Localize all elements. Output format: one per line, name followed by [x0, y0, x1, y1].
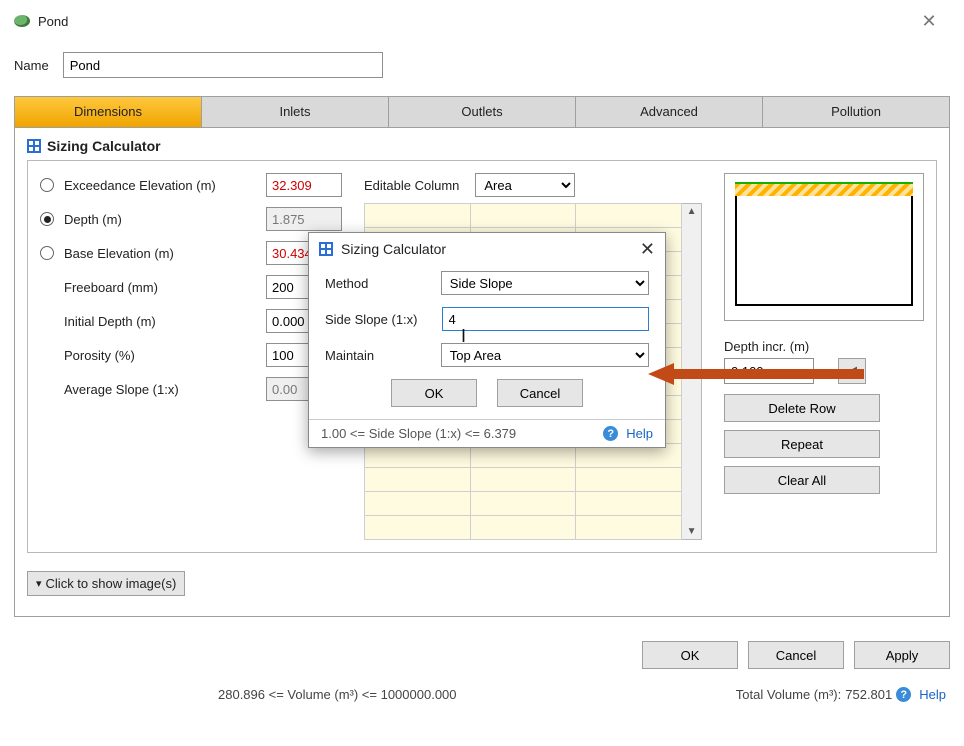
- help-icon: ?: [603, 426, 618, 441]
- porosity-label: Porosity (%): [64, 348, 266, 363]
- repeat-button[interactable]: Repeat: [724, 430, 880, 458]
- dialog-range-hint: 1.00 <= Side Slope (1:x) <= 6.379: [321, 426, 516, 441]
- app-icon: [14, 15, 30, 27]
- dialog-title: Sizing Calculator: [341, 241, 446, 257]
- window-close-button[interactable]: ✕: [908, 8, 950, 34]
- ok-button[interactable]: OK: [642, 641, 738, 669]
- show-images-button[interactable]: ▾ Click to show image(s): [27, 571, 185, 596]
- scroll-down-icon[interactable]: ▼: [687, 526, 697, 537]
- tab-outlets[interactable]: Outlets: [389, 97, 576, 127]
- clear-all-button[interactable]: Clear All: [724, 466, 880, 494]
- dialog-cancel-button[interactable]: Cancel: [497, 379, 583, 407]
- editable-column-select[interactable]: Area: [475, 173, 575, 197]
- tab-dimensions[interactable]: Dimensions: [15, 97, 202, 127]
- name-label: Name: [14, 58, 49, 73]
- apply-button[interactable]: Apply: [854, 641, 950, 669]
- tab-advanced[interactable]: Advanced: [576, 97, 763, 127]
- exceedance-label: Exceedance Elevation (m): [64, 178, 266, 193]
- depth-incr-label: Depth incr. (m): [724, 339, 924, 354]
- sizing-calculator-dialog: Sizing Calculator ✕ Method Side Slope Si…: [308, 232, 666, 448]
- status-help-link[interactable]: Help: [919, 687, 946, 702]
- maintain-select[interactable]: Top Area: [441, 343, 649, 367]
- tab-inlets[interactable]: Inlets: [202, 97, 389, 127]
- maintain-label: Maintain: [325, 348, 441, 363]
- titlebar: Pond ✕: [14, 8, 950, 34]
- depth-incr-prev-button[interactable]: ◀: [838, 358, 866, 384]
- tabstrip: Dimensions Inlets Outlets Advanced Pollu…: [14, 96, 950, 127]
- grid-scrollbar[interactable]: ▲ ▼: [682, 203, 702, 540]
- status-total-label: Total Volume (m³):: [736, 687, 841, 702]
- radio-exceedance[interactable]: [40, 178, 54, 192]
- scroll-up-icon[interactable]: ▲: [687, 206, 697, 217]
- depth-incr-input[interactable]: [724, 358, 814, 384]
- pond-diagram: [724, 173, 924, 321]
- dialog-close-button[interactable]: ✕: [640, 239, 655, 260]
- tab-pollution[interactable]: Pollution: [763, 97, 949, 127]
- status-total-value: 752.801: [845, 687, 892, 702]
- help-icon[interactable]: ?: [896, 687, 911, 702]
- status-volume-range: 280.896 <= Volume (m³) <= 1000000.000: [218, 687, 457, 702]
- side-slope-label: Side Slope (1:x): [325, 312, 442, 327]
- baseelev-label: Base Elevation (m): [64, 246, 266, 261]
- depth-input: [266, 207, 342, 231]
- radio-depth[interactable]: [40, 212, 54, 226]
- editable-column-label: Editable Column: [364, 178, 459, 193]
- name-input[interactable]: [63, 52, 383, 78]
- window-title: Pond: [38, 14, 908, 29]
- method-label: Method: [325, 276, 441, 291]
- initdepth-label: Initial Depth (m): [64, 314, 266, 329]
- freeboard-label: Freeboard (mm): [64, 280, 266, 295]
- dialog-ok-button[interactable]: OK: [391, 379, 477, 407]
- side-slope-input[interactable]: [442, 307, 650, 331]
- dialog-help-link[interactable]: ? Help: [603, 426, 653, 441]
- avgslope-label: Average Slope (1:x): [64, 382, 266, 397]
- cancel-button[interactable]: Cancel: [748, 641, 844, 669]
- chevron-down-icon: ▾: [36, 577, 42, 590]
- calculator-icon: [319, 242, 333, 256]
- exceedance-input[interactable]: [266, 173, 342, 197]
- calculator-icon: [27, 139, 41, 153]
- depth-label: Depth (m): [64, 212, 266, 227]
- section-title: Sizing Calculator: [47, 138, 161, 154]
- radio-baseelev[interactable]: [40, 246, 54, 260]
- delete-row-button[interactable]: Delete Row: [724, 394, 880, 422]
- method-select[interactable]: Side Slope: [441, 271, 649, 295]
